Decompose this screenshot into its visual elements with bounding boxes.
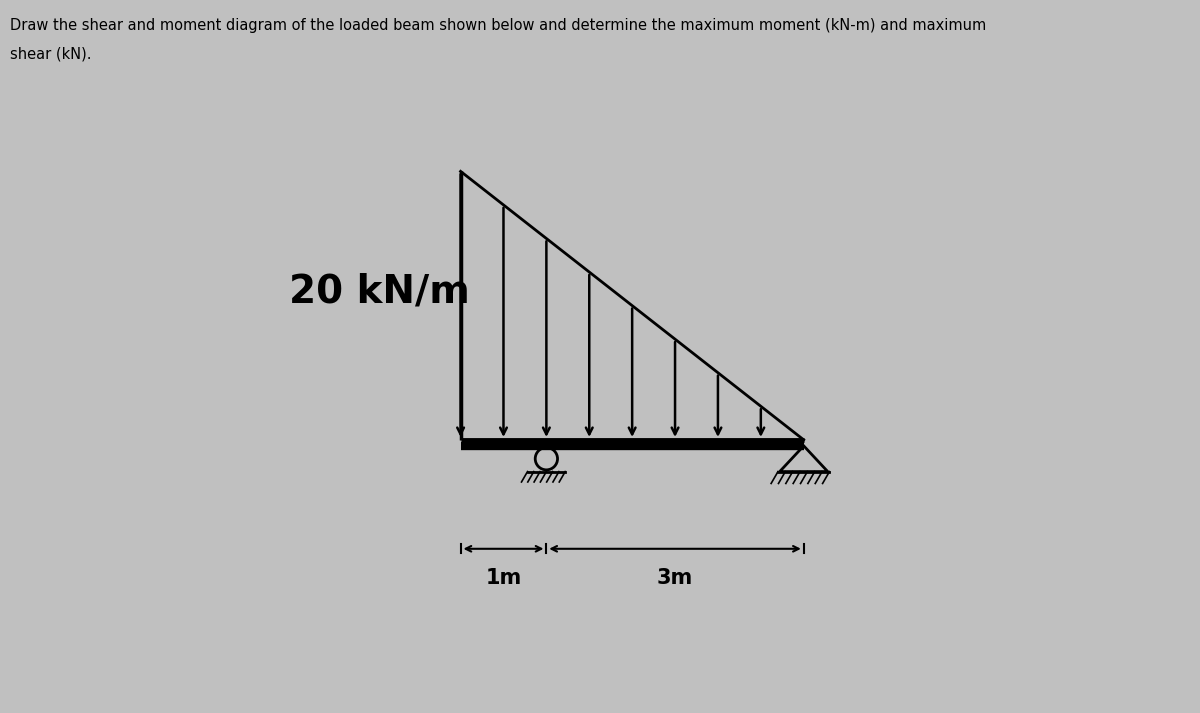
Text: shear (kN).: shear (kN).: [10, 46, 91, 61]
Text: 20 kN/m: 20 kN/m: [289, 272, 470, 310]
Text: 1m: 1m: [485, 568, 522, 588]
Text: 3m: 3m: [656, 568, 694, 588]
Text: Draw the shear and moment diagram of the loaded beam shown below and determine t: Draw the shear and moment diagram of the…: [10, 18, 986, 33]
